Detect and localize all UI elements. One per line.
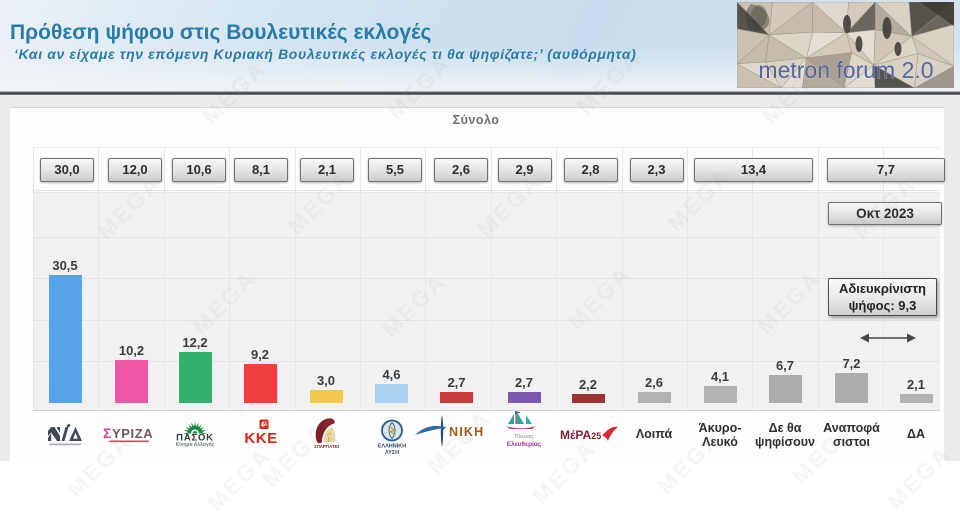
svg-text:ΝΙΚΗ: ΝΙΚΗ [449, 425, 484, 439]
svg-text:metron forum 2.0: metron forum 2.0 [758, 57, 933, 83]
svg-text:ΕΛΛΗΝΙΚΗ: ΕΛΛΗΝΙΚΗ [378, 444, 406, 450]
svg-text:Σ: Σ [103, 426, 111, 441]
svg-text:ΣΠΑΡΤΙΑΤΕΣ: ΣΠΑΡΤΙΑΤΕΣ [314, 444, 339, 449]
svg-text:ΠΑΣΟΚ: ΠΑΣΟΚ [176, 433, 214, 444]
svg-text:ΥΡΙΖΑ: ΥΡΙΖΑ [112, 426, 153, 441]
svg-text:Κίνημα Αλλαγής: Κίνημα Αλλαγής [176, 442, 215, 448]
svg-text:ΚΚΕ: ΚΚΕ [244, 430, 277, 447]
svg-text:ΛΥΣΗ: ΛΥΣΗ [385, 450, 399, 456]
svg-text:Ελευθερίας: Ελευθερίας [507, 440, 542, 448]
svg-text:ΜέΡΑ25: ΜέΡΑ25 [560, 428, 601, 442]
svg-text:Πλεύση: Πλεύση [515, 433, 534, 440]
